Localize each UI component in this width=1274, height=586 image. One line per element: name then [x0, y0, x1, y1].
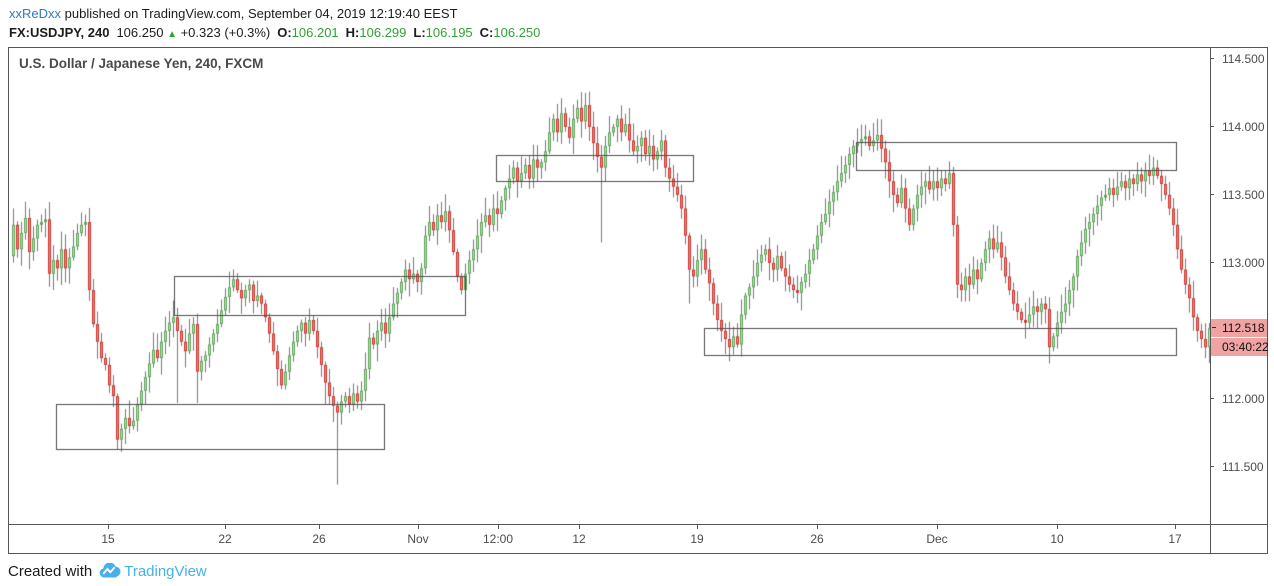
low-value: 106.195 [425, 25, 473, 40]
time-tick-mark [108, 525, 109, 529]
price-tick-mark [1210, 398, 1214, 400]
close-label: C: [479, 25, 494, 40]
price-axis-label: 114.500 [1210, 51, 1265, 66]
symbol-change: +0.323 (+0.3%) [180, 25, 271, 40]
price-axis-label: 113.500 [1210, 187, 1265, 202]
username-link[interactable]: xxReDxx [9, 6, 62, 21]
time-tick-mark [225, 525, 226, 529]
price-tick-mark [1210, 126, 1214, 128]
price-axis-label: 113.000 [1210, 255, 1265, 270]
publish-header: xxReDxx published on TradingView.com, Se… [9, 5, 458, 22]
time-tick-mark [1057, 525, 1058, 529]
time-tick-mark [498, 525, 499, 529]
open-value: 106.201 [291, 25, 339, 40]
time-axis-label: 15 [101, 532, 115, 546]
last-price-badge: 112.518 [1211, 319, 1267, 338]
time-axis-label: 19 [690, 532, 704, 546]
time-axis-label: 26 [810, 532, 824, 546]
created-with-text: Created with [8, 562, 93, 580]
time-tick-mark [1175, 525, 1176, 529]
high-label: H: [345, 25, 360, 40]
time-tick-mark [697, 525, 698, 529]
time-axis-label: 22 [218, 532, 232, 546]
symbol-last-price: 106.250 [116, 25, 164, 40]
price-axis-label: 112.000 [1210, 391, 1265, 406]
time-tick-mark [937, 525, 938, 529]
chart-title: U.S. Dollar / Japanese Yen, 240, FXCM [19, 56, 264, 71]
time-axis-label: Dec [926, 532, 948, 546]
tradingview-brand-link[interactable]: TradingView [124, 562, 207, 580]
bar-countdown-badge: 03:40:22 [1211, 338, 1269, 357]
price-tick-mark [1210, 194, 1214, 196]
time-axis-label: 10 [1050, 532, 1064, 546]
time-axis-label: 12:00 [482, 532, 514, 546]
time-tick-mark [817, 525, 818, 529]
price-tick-mark [1210, 466, 1214, 468]
up-arrow-icon: ▲ [167, 29, 177, 40]
symbol-info-bar: FX:USDJPY, 240 106.250 ▲ +0.323 (+0.3%) O:… [9, 24, 540, 43]
time-tick-mark [319, 525, 320, 529]
price-axis-label: 114.000 [1210, 119, 1265, 134]
time-axis-label: 12 [572, 532, 586, 546]
candlestick-chart[interactable] [9, 48, 1210, 524]
published-text: published on TradingView.com, September … [61, 6, 458, 21]
time-axis-label: Nov [407, 532, 429, 546]
time-axis-separator [9, 524, 1267, 525]
time-axis-label: 26 [312, 532, 326, 546]
chart-widget[interactable]: U.S. Dollar / Japanese Yen, 240, FXCM 11… [8, 47, 1269, 554]
time-tick-mark [418, 525, 419, 529]
close-value: 106.250 [493, 25, 541, 40]
high-value: 106.299 [359, 25, 407, 40]
tradingview-logo-icon [99, 563, 121, 578]
price-tick-mark [1210, 58, 1214, 60]
symbol-name: FX:USDJPY, 240 [9, 25, 110, 40]
open-label: O: [277, 25, 292, 40]
time-axis-label: 17 [1168, 532, 1182, 546]
price-axis-label: 111.500 [1210, 459, 1264, 474]
time-tick-mark [579, 525, 580, 529]
low-label: L: [413, 25, 426, 40]
price-tick-mark [1210, 262, 1214, 264]
attribution-footer: Created with TradingView [8, 559, 207, 583]
price-axis-separator [1210, 48, 1211, 553]
